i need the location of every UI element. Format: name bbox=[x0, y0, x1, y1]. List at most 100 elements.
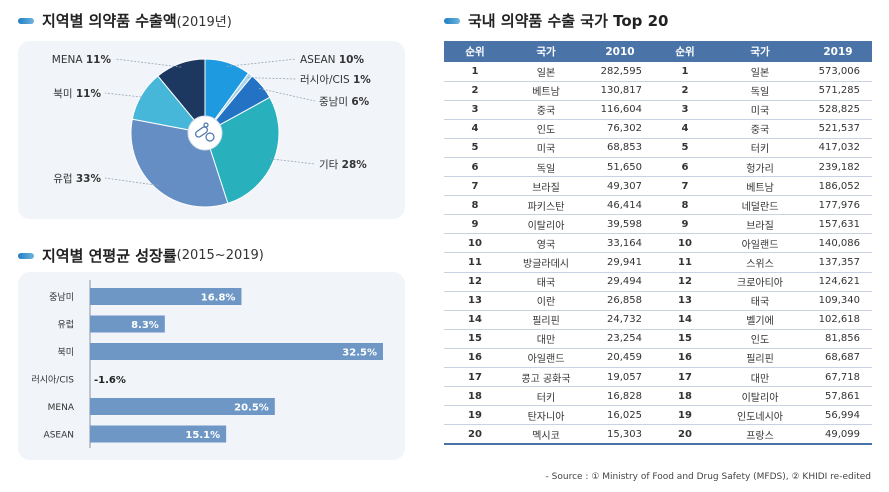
table-cell: 3 bbox=[444, 100, 506, 120]
table-cell: 이탈리아 bbox=[506, 214, 586, 235]
table-cell: 3 bbox=[654, 100, 716, 120]
bar-value-label: 20.5% bbox=[234, 403, 269, 414]
table-cell: 터키 bbox=[506, 386, 586, 407]
table-header-cell: 국가 bbox=[506, 41, 586, 62]
table-cell: 영국 bbox=[506, 233, 586, 254]
table-cell: 49,307 bbox=[586, 176, 654, 197]
table-cell: 124,621 bbox=[804, 272, 872, 292]
table-cell: 239,182 bbox=[804, 157, 872, 178]
table-cell: 16 bbox=[654, 348, 716, 369]
table-header-cell: 국가 bbox=[716, 41, 804, 62]
bar-4 bbox=[90, 398, 275, 415]
title-marker-icon bbox=[18, 252, 34, 259]
table-cell: 대만 bbox=[716, 367, 804, 388]
table-cell: 12 bbox=[654, 272, 716, 292]
table-cell: 20 bbox=[444, 424, 506, 445]
table-cell: 인도 bbox=[506, 119, 586, 139]
export-ranking-table: 순위 국가 2010 순위 국가 2019 1 일본 282,595 1 일본 573,006 2 베트… bbox=[444, 41, 872, 445]
table-cell: 16,828 bbox=[586, 386, 654, 407]
table-cell: 57,861 bbox=[804, 386, 872, 407]
table-cell: 터키 bbox=[716, 138, 804, 158]
table-cell: 헝가리 bbox=[716, 157, 804, 178]
table-cell: 독일 bbox=[716, 81, 804, 101]
table-cell: 571,285 bbox=[804, 81, 872, 101]
table-cell: 방글라데시 bbox=[506, 252, 586, 273]
table-cell: 6 bbox=[654, 157, 716, 178]
pie-chart: ASEAN 10% 러시아/CIS 1% 중남미 6% 기타 28% 유럽 33% 북미 … bbox=[52, 54, 371, 208]
table-cell: 베트남 bbox=[716, 176, 804, 197]
table-cell: 26,858 bbox=[586, 291, 654, 311]
table-cell: 186,052 bbox=[804, 176, 872, 197]
table-row: 3 중국 116,604 3 미국 528,825 bbox=[444, 100, 872, 120]
table-cell: 10 bbox=[444, 233, 506, 254]
pill-icon bbox=[195, 122, 215, 142]
table-cell: 10 bbox=[654, 233, 716, 254]
pie-slice-label: MENA 11% bbox=[52, 54, 112, 66]
table-row: 15 대만 23,254 15 인도 81,856 bbox=[444, 329, 872, 349]
table-cell: 11 bbox=[444, 252, 506, 273]
pie-slice-label: 북미 11% bbox=[53, 88, 101, 100]
title-marker-icon bbox=[18, 17, 34, 24]
table-cell: 크로아티아 bbox=[716, 272, 804, 292]
bar-category-label: 북미 bbox=[57, 347, 74, 358]
bar-value-label: 32.5% bbox=[342, 348, 377, 359]
table-cell: 528,825 bbox=[804, 100, 872, 120]
table-cell: 미국 bbox=[716, 100, 804, 120]
table-cell: 1 bbox=[444, 62, 506, 82]
table-cell: 24,732 bbox=[586, 310, 654, 330]
table-cell: 33,164 bbox=[586, 233, 654, 254]
table-cell: 68,853 bbox=[586, 138, 654, 158]
table-cell: 4 bbox=[444, 119, 506, 139]
table-cell: 521,537 bbox=[804, 119, 872, 139]
table-cell: 15,303 bbox=[586, 424, 654, 445]
table-cell: 7 bbox=[444, 176, 506, 197]
table-cell: 15 bbox=[654, 329, 716, 349]
table-cell: 중국 bbox=[716, 119, 804, 139]
table-cell: 56,994 bbox=[804, 405, 872, 426]
table-cell: 68,687 bbox=[804, 348, 872, 369]
table-cell: 6 bbox=[444, 157, 506, 178]
table-cell: 39,598 bbox=[586, 214, 654, 235]
table-row: 8 파키스탄 46,414 8 네덜란드 177,976 bbox=[444, 195, 872, 216]
table-cell: 177,976 bbox=[804, 195, 872, 216]
table-cell: 파키스탄 bbox=[506, 195, 586, 216]
table-cell: 16,025 bbox=[586, 405, 654, 426]
table-row: 1 일본 282,595 1 일본 573,006 bbox=[444, 62, 872, 82]
table-cell: 20,459 bbox=[586, 348, 654, 369]
pie-leader-line bbox=[270, 158, 316, 165]
bar-1 bbox=[90, 315, 165, 333]
table-header-cell: 2019 bbox=[804, 41, 872, 62]
table-cell: 베트남 bbox=[506, 81, 586, 101]
table-cell: 필리핀 bbox=[506, 310, 586, 330]
table-header-cell: 순위 bbox=[654, 41, 716, 62]
table-row: 17 콩고 공화국 19,057 17 대만 67,718 bbox=[444, 367, 872, 388]
pie-subtitle: (2019년) bbox=[176, 15, 232, 30]
pie-slice-label: 러시아/CIS 1% bbox=[300, 74, 371, 86]
table-cell: 19,057 bbox=[586, 367, 654, 388]
table-cell: 14 bbox=[444, 310, 506, 330]
table-cell: 태국 bbox=[506, 272, 586, 292]
table-cell: 이란 bbox=[506, 291, 586, 311]
table-cell: 29,494 bbox=[586, 272, 654, 292]
table-cell: 13 bbox=[444, 291, 506, 311]
bar-2 bbox=[90, 343, 383, 360]
table-cell: 19 bbox=[444, 405, 506, 426]
table-cell: 탄자니아 bbox=[506, 405, 586, 426]
table-cell: 23,254 bbox=[586, 329, 654, 349]
table-cell: 14 bbox=[654, 310, 716, 330]
table-cell: 13 bbox=[654, 291, 716, 311]
table-header-row: 순위 국가 2010 순위 국가 2019 bbox=[444, 41, 872, 62]
bar-chart-panel: 중남미 16.8% 유럽 8.3% 북미 32.5% 러시아/CIS -1.6% MENA 20.… bbox=[18, 272, 405, 460]
table-row: 2 베트남 130,817 2 독일 571,285 bbox=[444, 81, 872, 101]
pie-slice-6 bbox=[157, 58, 206, 135]
bar-category-label: MENA bbox=[48, 403, 75, 413]
table-cell: 2 bbox=[654, 81, 716, 101]
table-cell: 아일랜드 bbox=[716, 233, 804, 254]
table-cell: 벨기에 bbox=[716, 310, 804, 330]
table-row: 13 이란 26,858 13 태국 109,340 bbox=[444, 291, 872, 311]
table-cell: 1 bbox=[654, 62, 716, 82]
table-cell: 49,099 bbox=[804, 424, 872, 445]
table-cell: 9 bbox=[654, 214, 716, 235]
table-cell: 필리핀 bbox=[716, 348, 804, 369]
bar-value-label: 8.3% bbox=[131, 320, 159, 331]
